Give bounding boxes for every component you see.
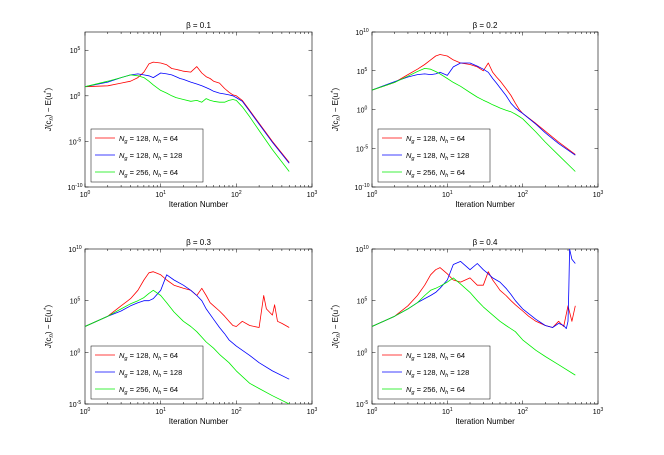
y-tick-label: 100 [357, 106, 368, 115]
x-tick-label: 101 [442, 407, 453, 416]
series-line-2 [85, 274, 290, 380]
legend: Ng = 128, Nh = 64 Ng = 128, Nh = 128 Ng = … [90, 128, 204, 183]
x-tick-label: 102 [231, 407, 242, 416]
legend-entry-3: Ng = 256, Nh = 64 [406, 168, 465, 179]
legend: Ng = 128, Nh = 64 Ng = 128, Nh = 128 Ng = … [377, 345, 491, 400]
legend-entry-2: Ng = 128, Nh = 128 [406, 368, 469, 379]
series-line-2 [85, 72, 290, 164]
series-line-1 [372, 54, 576, 155]
y-tick-label: 1010 [68, 245, 82, 254]
y-tick-label: 100 [70, 348, 81, 357]
series-line-2 [372, 62, 576, 156]
legend: Ng = 128, Nh = 64 Ng = 128, Nh = 128 Ng = … [377, 128, 491, 183]
x-tick-label: 102 [517, 190, 528, 199]
x-tick-label: 101 [155, 190, 166, 199]
y-tick-label: 10-5 [69, 137, 81, 146]
y-tick-label: 10-10 [67, 183, 82, 192]
legend-entry-1: Ng = 128, Nh = 64 [406, 134, 465, 145]
x-tick-label: 103 [593, 190, 604, 199]
legend-entry-2: Ng = 128, Nh = 128 [119, 368, 182, 379]
series-group [85, 271, 290, 404]
x-axis-label: Iteration Number [169, 417, 229, 426]
x-tick-label: 100 [80, 190, 91, 199]
x-tick-label: 103 [307, 407, 318, 416]
y-axis-label: J(cn) − E(u*) [331, 88, 342, 133]
legend-entry-1: Ng = 128, Nh = 64 [406, 351, 465, 362]
panel-2: 100 101 102 103 10-10 10-5 100 105 1010 β = 0.2 It… [331, 21, 604, 209]
y-tick-label: 105 [70, 297, 81, 306]
x-axis-label: Iteration Number [169, 200, 229, 209]
series-group [85, 61, 290, 172]
panel-title: β = 0.2 [473, 21, 498, 30]
y-tick-label: 10-5 [69, 400, 81, 409]
panel-title: β = 0.3 [186, 238, 211, 247]
series-group [372, 249, 576, 376]
series-line-3 [85, 74, 290, 172]
series-line-3 [85, 289, 290, 404]
y-tick-label: 100 [70, 92, 81, 101]
y-tick-label: 1010 [355, 28, 369, 37]
legend-entry-3: Ng = 256, Nh = 64 [406, 385, 465, 396]
legend: Ng = 128, Nh = 64 Ng = 128, Nh = 128 Ng = … [90, 345, 204, 400]
x-tick-label: 100 [367, 190, 378, 199]
series-group [372, 54, 576, 172]
x-tick-label: 103 [307, 190, 318, 199]
series-line-3 [372, 277, 576, 376]
y-tick-label: 100 [357, 348, 368, 357]
x-tick-label: 102 [517, 407, 528, 416]
series-line-2 [372, 249, 576, 330]
y-tick-label: 105 [70, 46, 81, 55]
panel-1: 100 101 102 103 10-10 10-5 100 105 β = 0.1 Iterat… [44, 21, 318, 209]
y-tick-label: 1010 [355, 245, 369, 254]
x-tick-label: 100 [367, 407, 378, 416]
panel-title: β = 0.4 [473, 238, 498, 247]
series-line-1 [85, 271, 290, 328]
y-tick-label: 105 [357, 67, 368, 76]
y-tick-label: 105 [357, 297, 368, 306]
x-tick-label: 103 [593, 407, 604, 416]
series-line-3 [372, 68, 576, 172]
y-axis-label: J(cn) − E(u*) [44, 305, 55, 350]
y-tick-label: 10-10 [354, 183, 369, 192]
x-tick-label: 101 [442, 190, 453, 199]
x-tick-label: 102 [231, 190, 242, 199]
legend-box [377, 345, 491, 400]
x-tick-label: 101 [155, 407, 166, 416]
legend-entry-3: Ng = 256, Nh = 64 [119, 168, 178, 179]
x-axis-label: Iteration Number [455, 200, 515, 209]
y-tick-label: 10-5 [356, 144, 368, 153]
x-tick-label: 100 [80, 407, 91, 416]
x-axis-label: Iteration Number [455, 417, 515, 426]
legend-entry-2: Ng = 128, Nh = 128 [119, 151, 182, 162]
legend-entry-1: Ng = 128, Nh = 64 [119, 134, 178, 145]
panel-title: β = 0.1 [186, 21, 211, 30]
series-line-1 [85, 61, 290, 163]
legend-entry-2: Ng = 128, Nh = 128 [406, 151, 469, 162]
y-axis-label: J(cn) − E(u*) [331, 305, 342, 350]
legend-entry-3: Ng = 256, Nh = 64 [119, 385, 178, 396]
y-axis-label: J(cn) − E(u*) [44, 88, 55, 133]
legend-entry-1: Ng = 128, Nh = 64 [119, 351, 178, 362]
y-tick-label: 10-5 [356, 400, 368, 409]
